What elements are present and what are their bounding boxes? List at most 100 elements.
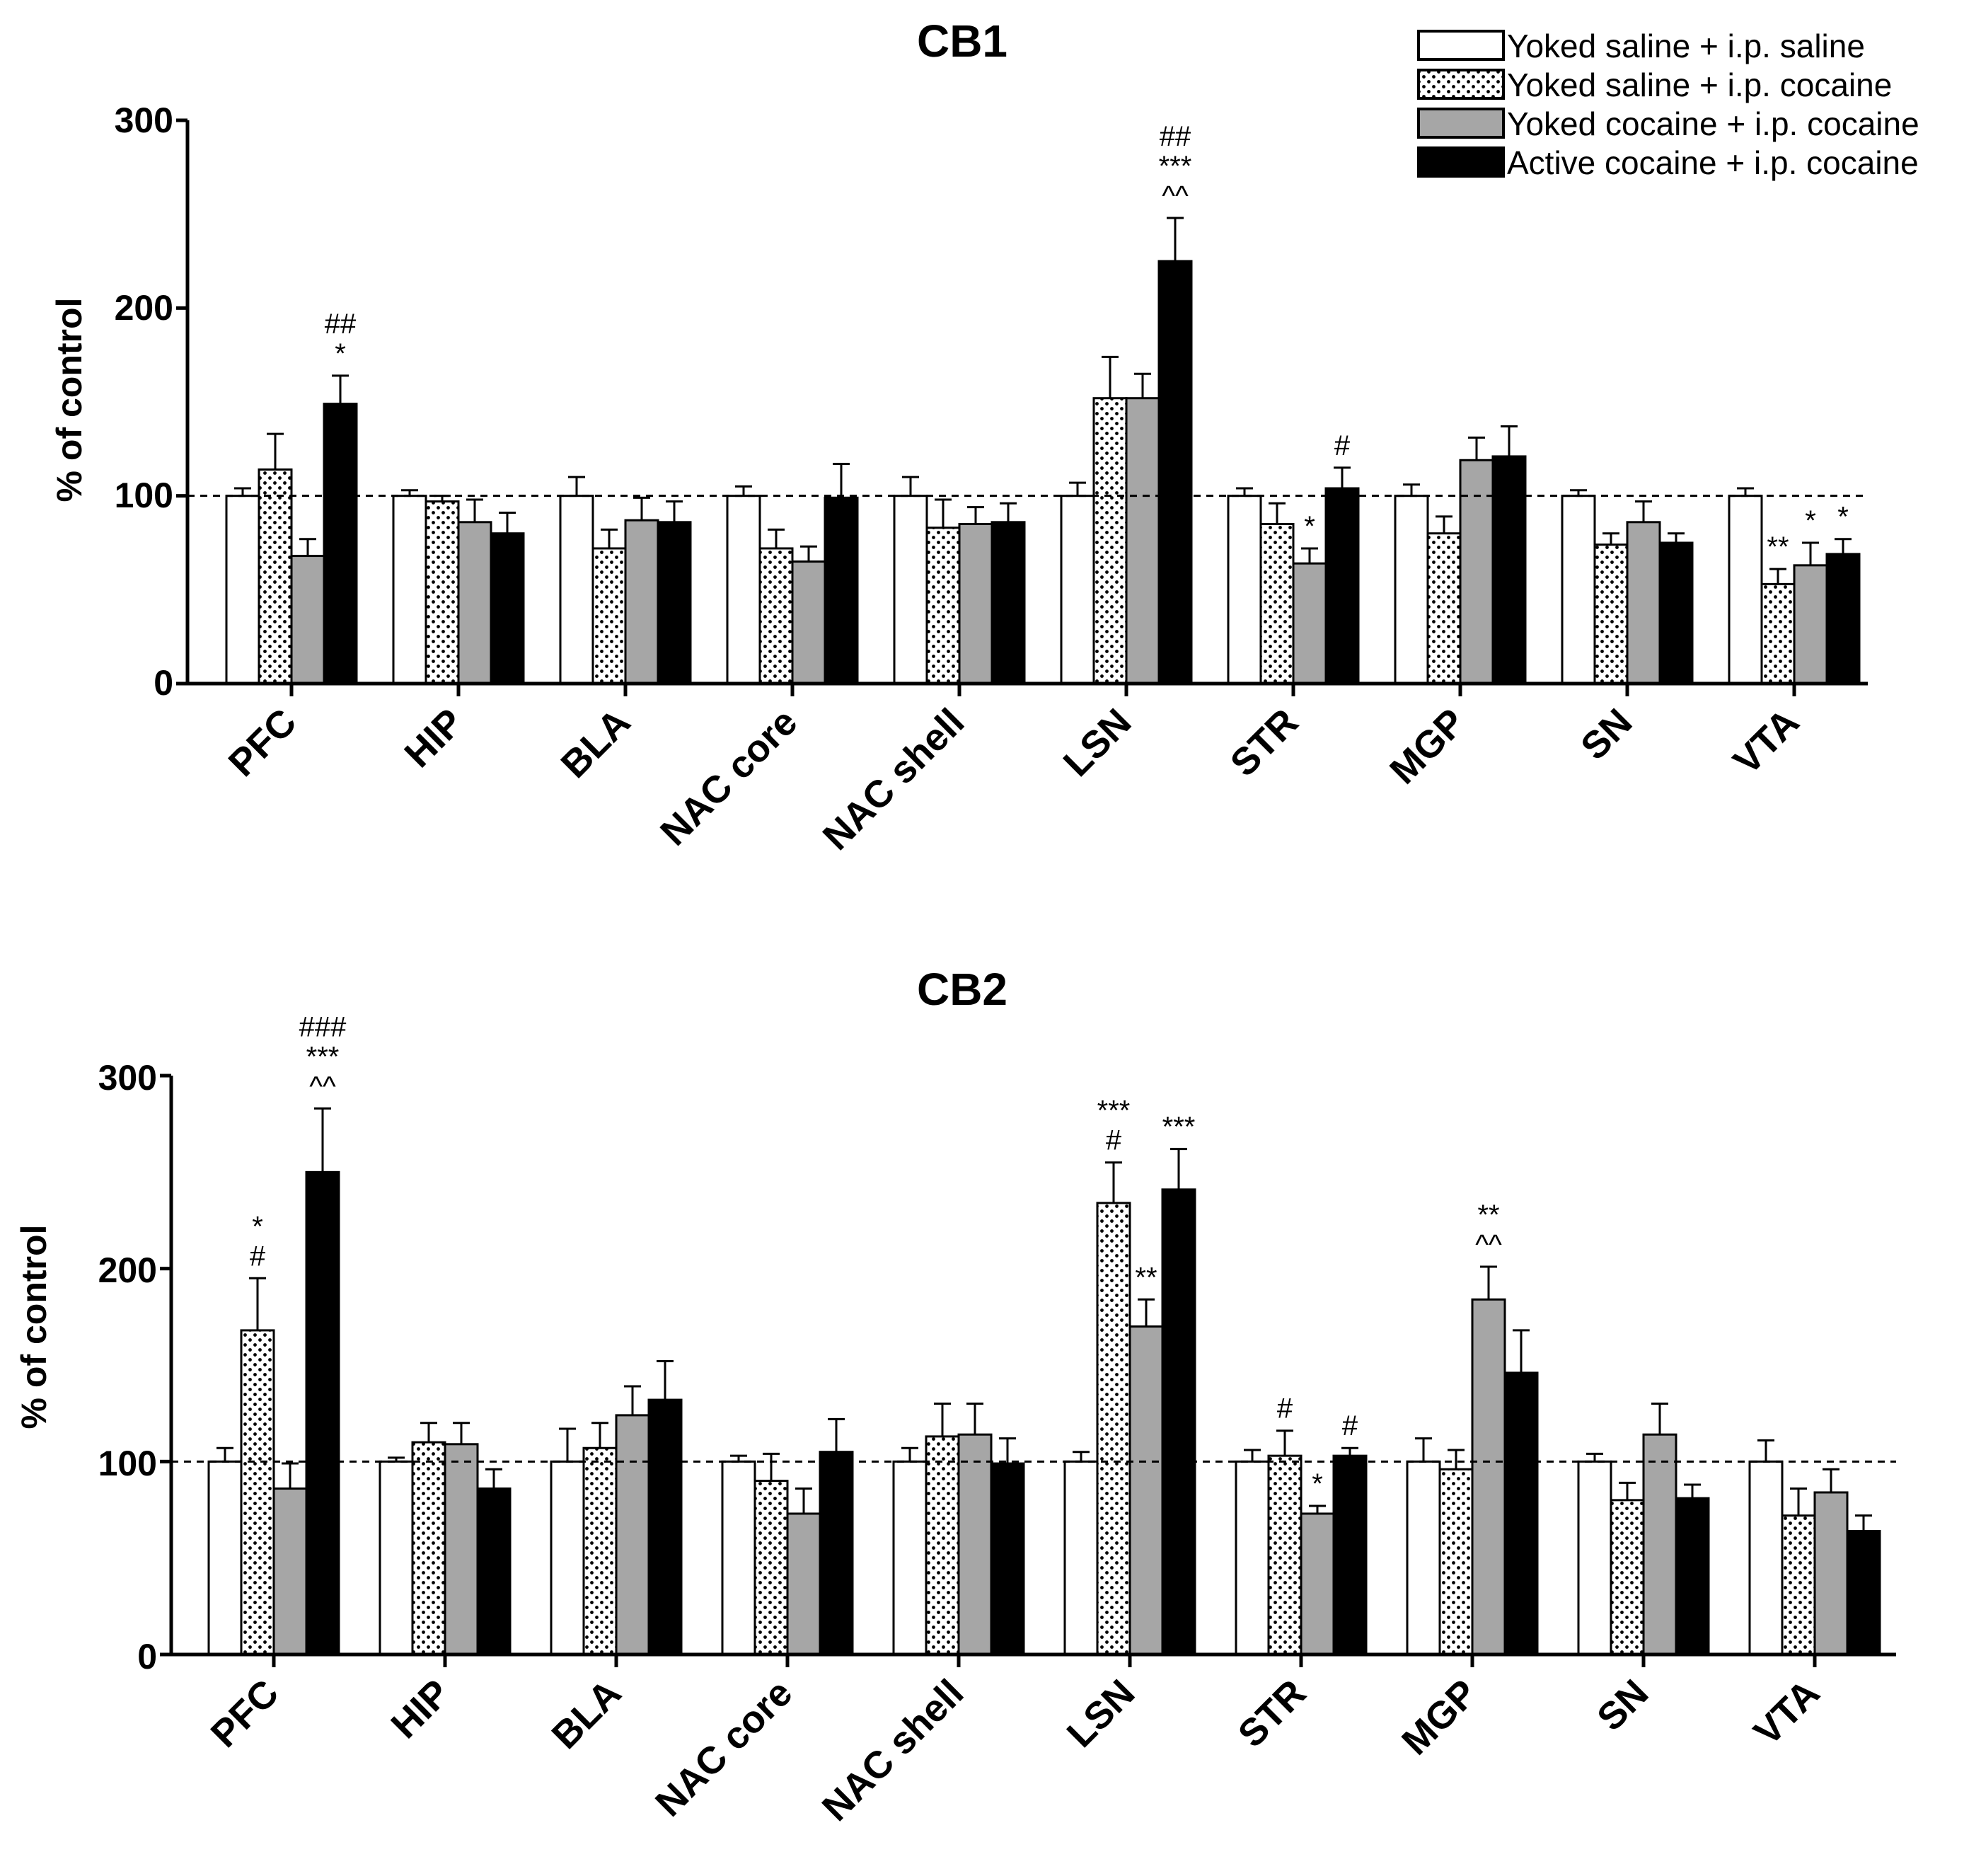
significance-label: ^^ bbox=[309, 1071, 336, 1102]
chart-title-cb2: CB2 bbox=[917, 964, 1007, 1015]
x-tick-labels-cb2: PFC HIP BLA NAC core NAC shell LSN STR MGP SN VTA bbox=[203, 1671, 1828, 1829]
bar-nac-shell-s1 bbox=[925, 1435, 960, 1656]
y-tick-label: 300 bbox=[115, 100, 173, 140]
x-tick-label-hip: HIP bbox=[383, 1671, 458, 1746]
y-axis-label-cb1: % of control bbox=[50, 298, 89, 502]
bar-hip-s3 bbox=[490, 532, 525, 685]
significance-label: *** bbox=[1159, 151, 1192, 182]
bar-nac-shell-s3 bbox=[990, 1462, 1025, 1656]
y-tick-label: 100 bbox=[98, 1444, 157, 1483]
bar-str-s2 bbox=[1292, 562, 1327, 685]
bar-pfc-s0 bbox=[225, 495, 260, 685]
significance-label: *** bbox=[306, 1041, 340, 1072]
significance-label: ### bbox=[299, 1011, 347, 1042]
bar-lsn-s3 bbox=[1157, 260, 1193, 685]
bar-hip-s1 bbox=[411, 1441, 446, 1656]
bar-nac-core-s3 bbox=[824, 496, 859, 685]
bars-cb1: ##*##***^^*#*** * bbox=[176, 118, 1868, 696]
bar-pfc-s2 bbox=[272, 1487, 308, 1656]
y-tick-label: 300 bbox=[98, 1058, 157, 1098]
bar-vta-s1 bbox=[1781, 1514, 1816, 1656]
x-tick-label-mgp: MGP bbox=[1394, 1671, 1485, 1763]
bar-str-s2 bbox=[1300, 1512, 1335, 1656]
bar-bla-s1 bbox=[582, 1446, 618, 1656]
bar-mgp-s0 bbox=[1394, 495, 1429, 685]
bar-vta-s3 bbox=[1846, 1529, 1881, 1656]
bar-pfc-s3 bbox=[305, 1170, 340, 1656]
significance-label: * bbox=[1304, 511, 1315, 542]
bar-nac-shell-s0 bbox=[893, 495, 928, 685]
significance-label: * bbox=[1805, 505, 1816, 536]
x-tick-label-hip: HIP bbox=[396, 701, 471, 776]
significance-label: *** bbox=[1162, 1112, 1196, 1143]
bar-mgp-s0 bbox=[1406, 1460, 1441, 1656]
y-tick-label: 0 bbox=[137, 1637, 157, 1676]
bar-hip-s0 bbox=[379, 1460, 414, 1656]
bar-pfc-s1 bbox=[258, 468, 293, 685]
bar-vta-s2 bbox=[1813, 1491, 1849, 1656]
x-tick-label-str: STR bbox=[1230, 1671, 1315, 1756]
significance-label: ** bbox=[1477, 1199, 1499, 1231]
significance-label: ** bbox=[1767, 531, 1789, 563]
bar-hip-s3 bbox=[476, 1487, 512, 1656]
bar-hip-s0 bbox=[392, 495, 427, 685]
y-axis-label-cb2: % of control bbox=[14, 1225, 54, 1429]
bar-sn-s3 bbox=[1658, 541, 1694, 685]
bar-lsn-s2 bbox=[1128, 1325, 1164, 1656]
significance-label: *** bbox=[1097, 1095, 1131, 1127]
significance-label: * bbox=[1312, 1468, 1323, 1500]
significance-label: * bbox=[252, 1211, 263, 1242]
bar-str-s0 bbox=[1227, 495, 1262, 685]
panel-cb2: CB2 % of control 0 100 200 300 PFC HIP BLA… bbox=[14, 964, 1896, 1829]
x-tick-label-nac-core: NAC core bbox=[652, 701, 805, 853]
bar-str-s3 bbox=[1324, 487, 1360, 685]
x-tick-label-bla: BLA bbox=[553, 701, 639, 786]
x-tick-label-sn: SN bbox=[1573, 701, 1640, 768]
x-tick-label-sn: SN bbox=[1589, 1671, 1656, 1739]
bar-nac-core-s0 bbox=[726, 495, 761, 685]
x-tick-label-nac-shell: NAC shell bbox=[814, 1671, 972, 1829]
legend-label-3: Active cocaine + i.p. cocaine bbox=[1507, 144, 1919, 181]
bar-bla-s0 bbox=[559, 495, 594, 685]
bar-pfc-s3 bbox=[323, 403, 358, 685]
bar-mgp-s3 bbox=[1503, 1371, 1539, 1656]
significance-label: # bbox=[250, 1241, 266, 1272]
bar-sn-s1 bbox=[1593, 543, 1629, 685]
bar-sn-s0 bbox=[1561, 495, 1596, 685]
bar-nac-core-s1 bbox=[753, 1480, 789, 1656]
significance-label: * bbox=[335, 338, 346, 369]
bar-bla-s1 bbox=[591, 547, 627, 685]
legend-label-0: Yoked saline + i.p. saline bbox=[1507, 28, 1865, 64]
bar-nac-core-s2 bbox=[791, 560, 826, 685]
legend-swatch-3 bbox=[1417, 146, 1505, 178]
bar-hip-s2 bbox=[457, 521, 492, 685]
bar-bla-s0 bbox=[550, 1460, 585, 1656]
x-tick-label-lsn: LSN bbox=[1059, 1671, 1143, 1756]
bar-str-s0 bbox=[1235, 1460, 1270, 1656]
bars-cb2: *####***^^***#*****#*#**^^ bbox=[160, 1011, 1896, 1667]
x-tick-label-nac-shell: NAC shell bbox=[815, 701, 973, 858]
bar-sn-s3 bbox=[1675, 1497, 1710, 1656]
bar-str-s3 bbox=[1332, 1454, 1368, 1656]
bar-lsn-s0 bbox=[1060, 495, 1095, 685]
x-tick-labels-cb1: PFC HIP BLA NAC core NAC shell LSN STR MGP SN VTA bbox=[221, 701, 1808, 858]
significance-label: ## bbox=[325, 309, 357, 340]
significance-label: ^^ bbox=[1475, 1229, 1502, 1260]
x-tick-label-bla: BLA bbox=[544, 1671, 630, 1757]
bar-nac-core-s3 bbox=[819, 1451, 854, 1656]
bar-pfc-s2 bbox=[290, 555, 325, 685]
bar-nac-shell-s3 bbox=[990, 521, 1026, 685]
bar-str-s1 bbox=[1259, 522, 1295, 685]
significance-label: # bbox=[1277, 1393, 1293, 1425]
x-tick-label-lsn: LSN bbox=[1056, 701, 1140, 785]
bar-pfc-s1 bbox=[240, 1329, 275, 1656]
x-tick-label-vta: VTA bbox=[1726, 701, 1808, 783]
bar-nac-shell-s2 bbox=[957, 1433, 993, 1656]
legend-label-2: Yoked cocaine + i.p. cocaine bbox=[1507, 105, 1919, 142]
bar-hip-s1 bbox=[424, 500, 460, 685]
bar-mgp-s2 bbox=[1471, 1298, 1506, 1656]
significance-label: # bbox=[1342, 1410, 1358, 1441]
bar-pfc-s0 bbox=[207, 1460, 243, 1656]
